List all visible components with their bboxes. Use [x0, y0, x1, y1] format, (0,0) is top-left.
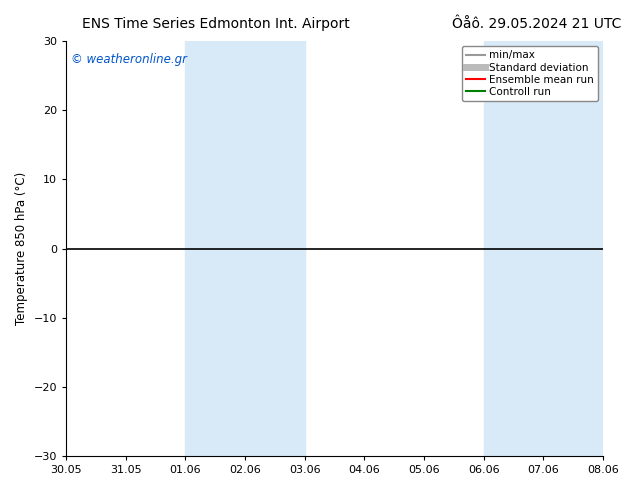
Bar — [484, 41, 543, 456]
Bar — [245, 41, 305, 456]
Text: Ôåô. 29.05.2024 21 UTC: Ôåô. 29.05.2024 21 UTC — [452, 17, 621, 31]
Y-axis label: Temperature 850 hPa (°C): Temperature 850 hPa (°C) — [15, 172, 28, 325]
Text: ENS Time Series Edmonton Int. Airport: ENS Time Series Edmonton Int. Airport — [82, 17, 350, 31]
Text: © weatheronline.gr: © weatheronline.gr — [72, 53, 188, 67]
Bar — [543, 41, 603, 456]
Bar — [185, 41, 245, 456]
Legend: min/max, Standard deviation, Ensemble mean run, Controll run: min/max, Standard deviation, Ensemble me… — [462, 46, 598, 101]
